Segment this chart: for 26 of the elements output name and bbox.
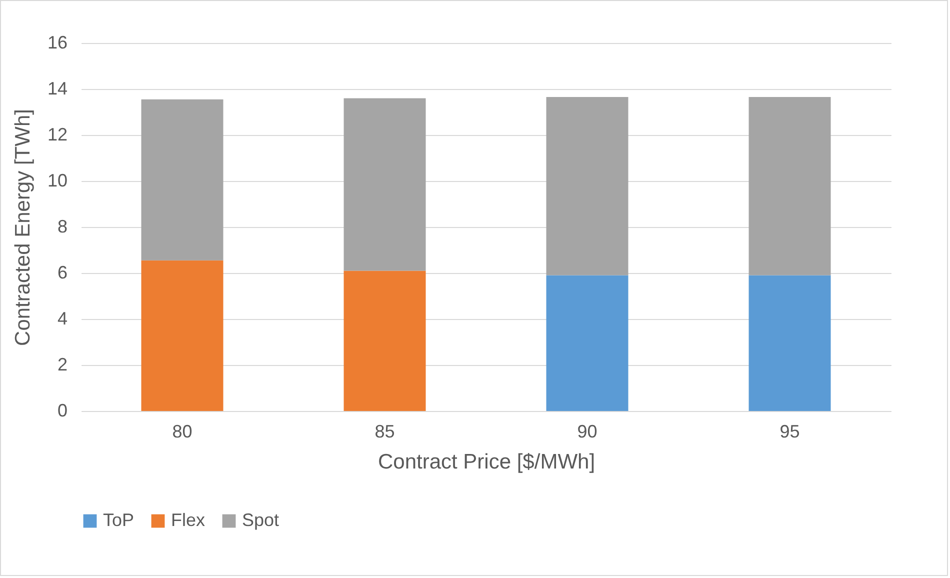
x-tick-label: 80 xyxy=(172,422,192,442)
y-axis-title: Contracted Energy [TWh] xyxy=(11,109,34,346)
y-tick-label: 8 xyxy=(57,216,68,236)
bar xyxy=(748,275,831,411)
x-tick-label: 85 xyxy=(374,422,395,442)
bar xyxy=(546,275,628,411)
bar xyxy=(748,97,831,276)
y-tick-label: 2 xyxy=(57,354,68,374)
y-tick-label: 0 xyxy=(57,400,68,420)
x-tick-label: 95 xyxy=(780,422,800,442)
bar xyxy=(141,99,224,260)
bar xyxy=(141,260,224,411)
bar xyxy=(344,270,426,411)
y-tick-label: 6 xyxy=(57,262,68,282)
legend-label: ToP xyxy=(103,510,134,530)
y-tick-label: 16 xyxy=(47,32,68,52)
x-axis-title: Contract Price [$/MWh] xyxy=(378,450,596,474)
y-tick-label: 12 xyxy=(47,124,68,144)
bar xyxy=(344,98,426,271)
y-tick-label: 4 xyxy=(57,308,68,328)
legend-label: Spot xyxy=(242,510,280,530)
x-tick-label: 90 xyxy=(577,422,598,442)
bar xyxy=(546,97,628,276)
y-tick-label: 14 xyxy=(47,78,68,98)
legend-label: Flex xyxy=(171,510,206,530)
y-tick-label: 10 xyxy=(47,170,68,190)
